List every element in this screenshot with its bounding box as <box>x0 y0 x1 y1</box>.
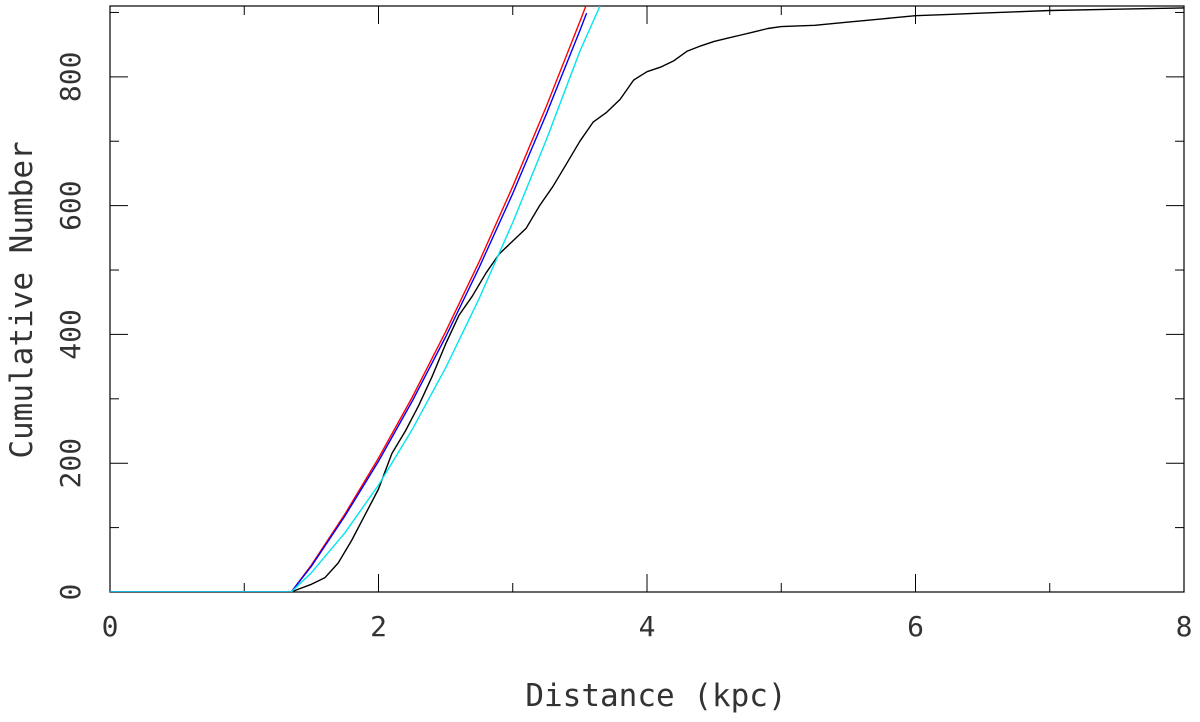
tick-labels: 0 2 4 6 8 0 200 400 600 800 <box>54 52 1192 643</box>
x-tick-label: 6 <box>907 610 924 643</box>
x-axis-label: Distance (kpc) <box>525 678 786 714</box>
y-tick-label: 0 <box>54 584 87 601</box>
series-line-0 <box>110 7 1184 592</box>
plot-frame <box>109 5 1185 593</box>
y-tick-label: 400 <box>54 309 87 360</box>
series-line-2 <box>110 12 588 592</box>
axis-ticks <box>109 6 1185 593</box>
series-line-3 <box>110 6 601 592</box>
x-tick-label: 4 <box>639 610 656 643</box>
x-tick-label: 0 <box>102 610 119 643</box>
series-line-1 <box>110 6 587 592</box>
y-tick-label: 200 <box>54 438 87 489</box>
y-axis-label: Cumulative Number <box>4 141 40 458</box>
series-layer <box>110 6 1184 592</box>
plot-border <box>109 5 1185 593</box>
x-tick-label: 2 <box>370 610 387 643</box>
x-tick-label: 8 <box>1176 610 1193 643</box>
y-tick-label: 800 <box>54 52 87 103</box>
y-tick-label: 600 <box>54 180 87 231</box>
